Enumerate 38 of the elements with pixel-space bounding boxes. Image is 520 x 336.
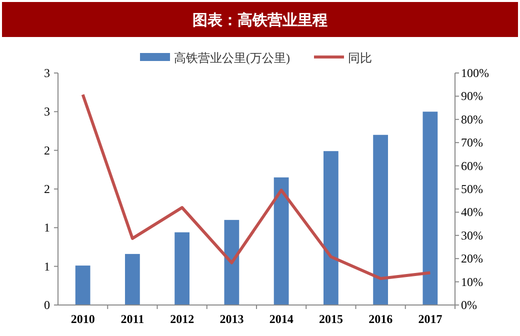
y2-tick-label: 70% [461,136,483,150]
y-tick-label: 0 [44,298,50,312]
bar [422,112,438,305]
legend-label: 同比 [348,51,372,65]
bar [75,266,90,305]
line-series [81,93,432,280]
bar [124,254,140,305]
chart-title: 图表：高铁营业里程 [192,11,328,29]
x-tick-label: 2017 [418,312,442,326]
x-tick-label: 2014 [269,312,294,326]
y-tick-label: 2 [44,182,50,196]
y2-tick-label: 40% [461,205,483,220]
x-tick-label: 2010 [70,312,95,326]
bar [274,177,289,305]
y2-tick-label: 10% [461,274,483,289]
bar [323,151,338,305]
y2-tick-label: 0% [461,298,477,312]
x-tick-label: 2011 [120,312,144,326]
x-tick-label: 2016 [368,312,393,326]
y-tick-label: 2 [44,143,50,158]
x-tick-label: 2013 [220,312,244,326]
x-tick-label: 2015 [318,312,343,326]
bar [174,232,190,305]
y-tick-label: 1 [44,220,50,235]
bar [373,134,388,305]
y2-tick-label: 20% [461,252,483,266]
x-tick-label: 2012 [170,312,194,326]
legend-label: 高铁营业公里(万公里) [174,51,290,65]
y2-tick-label: 80% [461,112,483,126]
y-tick-label: 3 [44,66,50,80]
y2-tick-label: 50% [461,182,483,196]
y2-tick-label: 90% [461,89,483,104]
y2-tick-label: 60% [461,158,483,173]
y-tick-label: 1 [44,259,50,274]
y2-tick-label: 30% [461,228,483,242]
y-tick-label: 3 [44,104,50,119]
bar [224,220,240,305]
y2-tick-label: 100% [461,66,489,80]
